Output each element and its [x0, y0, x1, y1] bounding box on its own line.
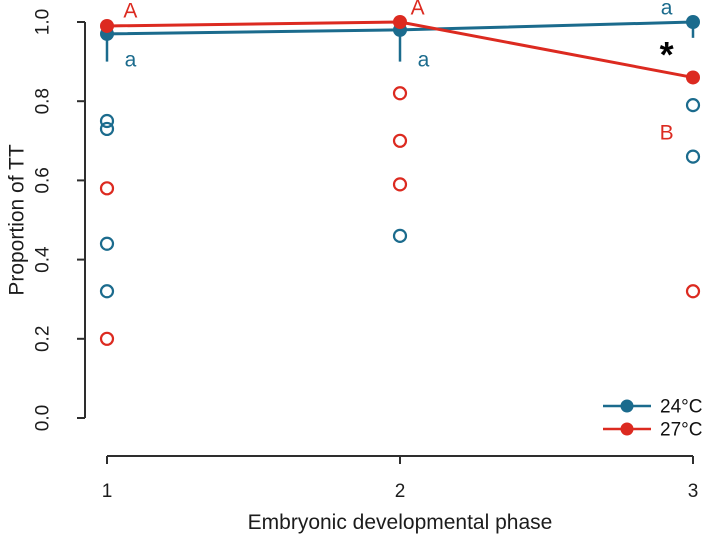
x-tick-label: 1: [102, 481, 113, 502]
series-27c-mean-point-phase1: [100, 18, 114, 33]
annotation-letter-a: a: [661, 0, 673, 19]
y-tick-label: 0.0: [33, 405, 54, 431]
series-24c-raw-point-phase1: [99, 121, 115, 137]
legend-item-27c-label: 27°C: [660, 420, 702, 441]
series-24c-raw-point-phase1: [99, 284, 115, 299]
series-24c-raw-point-phase3: [685, 98, 701, 113]
y-tick-label: 1.0: [33, 9, 54, 35]
y-tick-label: 0.4: [33, 246, 54, 273]
series-27c-mean-point-phase3: [686, 70, 700, 85]
series-24c-raw-point-phase3: [685, 149, 701, 164]
axes: [77, 21, 694, 464]
y-tick-label: 0.6: [33, 167, 54, 193]
annotation-letter-A: A: [411, 0, 425, 19]
series-24c: [99, 15, 701, 299]
series-27c: [99, 15, 701, 346]
series-27c-raw-point-phase2: [392, 133, 408, 148]
x-tick-label: 2: [395, 481, 406, 502]
series-24c-raw-point-phase1: [99, 113, 115, 129]
y-axis-title: Proportion of TT: [5, 144, 28, 296]
x-axis-title: Embryonic developmental phase: [248, 511, 553, 534]
series-27c-raw-point-phase3: [685, 284, 701, 299]
legend-item-24c-marker: [620, 399, 634, 413]
legend-item-24c-label: 24°C: [660, 397, 702, 418]
legend-item-27c-marker: [620, 422, 634, 436]
significance-asterisk: *: [660, 34, 674, 75]
annotation-letter-a: a: [418, 49, 430, 72]
legend-item-24c: 24°C: [603, 397, 702, 418]
annotation-letter-B: B: [660, 121, 674, 144]
series-24c-raw-point-phase2: [392, 228, 408, 243]
series-24c-mean-point-phase3: [686, 15, 700, 29]
y-tick-label: 0.8: [33, 88, 54, 114]
series-27c-raw-point-phase1: [99, 181, 115, 196]
series-27c-raw-point-phase1: [99, 331, 115, 346]
y-tick-label: 0.2: [33, 326, 54, 352]
annotation-letter-a: a: [125, 49, 137, 72]
legend-item-27c: 27°C: [603, 420, 702, 441]
series-27c-raw-point-phase2: [392, 177, 408, 192]
series-24c-raw-point-phase1: [99, 236, 115, 251]
series-27c-raw-point-phase2: [392, 86, 408, 101]
legend: 24°C27°C: [603, 397, 702, 441]
annotation-letter-A: A: [123, 0, 137, 22]
series-27c-mean-point-phase2: [393, 15, 407, 29]
x-tick-label: 3: [688, 481, 699, 502]
